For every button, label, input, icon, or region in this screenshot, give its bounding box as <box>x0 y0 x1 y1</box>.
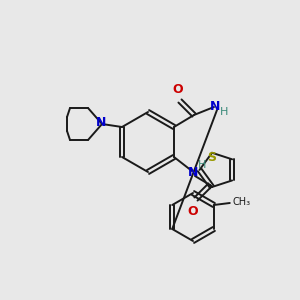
Text: N: N <box>188 167 198 179</box>
Text: H: H <box>198 160 206 170</box>
Text: S: S <box>208 151 217 164</box>
Text: N: N <box>210 100 220 112</box>
Text: CH₃: CH₃ <box>233 197 251 207</box>
Text: N: N <box>96 116 106 128</box>
Text: O: O <box>188 205 198 218</box>
Text: O: O <box>173 83 183 96</box>
Text: H: H <box>220 107 228 117</box>
